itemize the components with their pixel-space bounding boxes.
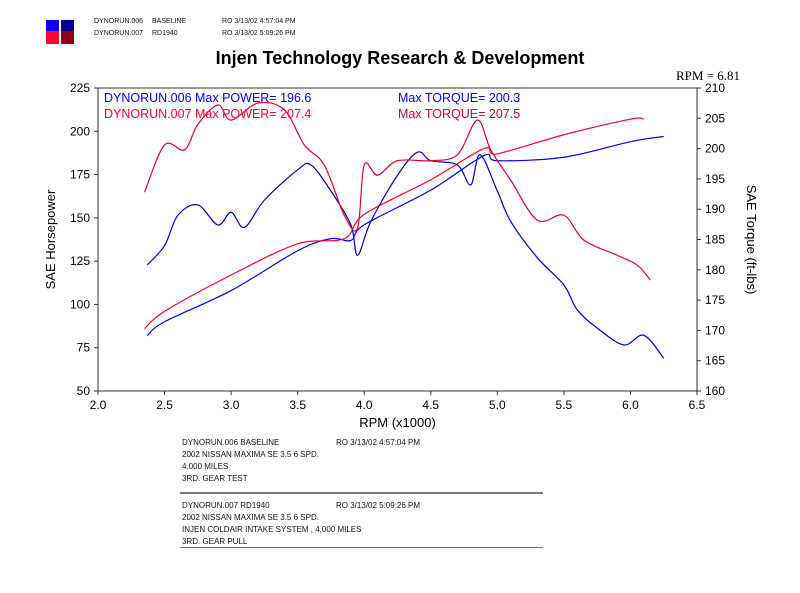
legend-swatch-darkblue	[61, 20, 74, 33]
footer-divider	[180, 492, 543, 494]
y2-tick-label: 210	[705, 81, 725, 95]
y2-tick-label: 205	[705, 111, 725, 125]
header-run1-stamp: RO 3/13/02 4:57:04 PM	[222, 18, 296, 25]
footer-run2: DYNORUN.007 RD1940 2002 NISSAN MAXIMA SE…	[182, 500, 361, 548]
legend-entry: Max TORQUE= 207.5	[398, 107, 520, 121]
footer-run2-stamp: RO 3/13/02 5:09:26 PM	[336, 501, 421, 510]
y-axis-label: SAE Horsepower	[43, 189, 58, 289]
header-run2-stamp: RO 3/13/02 5:09:26 PM	[222, 30, 296, 37]
legend-swatch-darkred	[61, 31, 74, 44]
header-run2-name: DYNORUN.007	[94, 30, 144, 37]
x-tick-label: 3.0	[223, 398, 240, 412]
y2-tick-label: 190	[705, 202, 725, 216]
y2-tick-label: 170	[705, 323, 725, 337]
header-run2-desc: RD1940	[152, 30, 178, 37]
y2-tick-label: 165	[705, 354, 725, 368]
footer-run1-stamp: RO 3/13/02 4:57:04 PM	[336, 438, 421, 447]
footer-run1-line: 4,000 MILES	[182, 462, 229, 471]
x-tick-label: 3.5	[289, 398, 306, 412]
y-tick-label: 225	[70, 81, 90, 95]
x-tick-label: 6.5	[689, 398, 706, 412]
y-tick-label: 200	[70, 124, 90, 138]
legend-entry: DYNORUN.007 Max POWER= 207.4	[104, 107, 311, 121]
x-tick-label: 2.0	[90, 398, 107, 412]
footer-run1-line: DYNORUN.006 BASELINE	[182, 438, 280, 447]
rpm-readout: RPM = 6.81	[676, 68, 741, 83]
x-axis-label: RPM (x1000)	[359, 415, 436, 430]
footer-run2-line: INJEN COLDAIR INTAKE SYSTEM , 4,000 MILE…	[182, 525, 362, 534]
legend-swatch-red	[46, 31, 59, 44]
footer-run2-line: DYNORUN.007 RD1940	[182, 501, 270, 510]
legend-entry: DYNORUN.006 Max POWER= 196.6	[104, 91, 311, 105]
y2-tick-label: 175	[705, 293, 725, 307]
footer-run1-line: 3RD. GEAR TEST	[182, 474, 248, 483]
header-run1-name: DYNORUN.006	[94, 18, 144, 25]
y2-tick-label: 200	[705, 142, 725, 156]
y-tick-label: 125	[70, 254, 90, 268]
plot-frame	[97, 87, 698, 392]
footer-run2-line: 2002 NISSAN MAXIMA SE 3.5 6 SPD.	[182, 513, 319, 522]
x-tick-label: 5.0	[489, 398, 506, 412]
x-tick-label: 5.5	[556, 398, 573, 412]
y-tick-label: 50	[77, 384, 91, 398]
x-tick-label: 6.0	[622, 398, 639, 412]
y2-axis-label: SAE Torque (ft-lbs)	[744, 185, 759, 295]
y2-tick-label: 160	[705, 384, 725, 398]
series-line-dynorun-007-power	[144, 117, 644, 330]
x-tick-label: 4.0	[356, 398, 373, 412]
footer-divider	[180, 547, 543, 548]
chart-title: Injen Technology Research & Development	[215, 48, 585, 68]
x-tick-label: 4.5	[422, 398, 439, 412]
y-tick-label: 150	[70, 211, 90, 225]
footer-run2-line: 3RD. GEAR PULL	[182, 537, 248, 546]
y-tick-label: 75	[77, 341, 91, 355]
footer-run1-line: 2002 NISSAN MAXIMA SE 3.5 6 SPD.	[182, 450, 319, 459]
series-line-dynorun-007-torque	[144, 101, 651, 281]
y2-tick-label: 185	[705, 233, 725, 247]
header-run1-desc: BASELINE	[152, 18, 187, 25]
y-tick-label: 175	[70, 168, 90, 182]
y2-tick-label: 195	[705, 172, 725, 186]
legend-swatch-blue	[46, 20, 59, 33]
y2-tick-label: 180	[705, 263, 725, 277]
y-tick-label: 100	[70, 297, 90, 311]
series-line-dynorun-006-power	[146, 135, 664, 337]
series-line-dynorun-006-torque	[146, 151, 665, 359]
x-tick-label: 2.5	[156, 398, 173, 412]
legend-entry: Max TORQUE= 200.3	[398, 91, 520, 105]
footer-run1: DYNORUN.006 BASELINE 2002 NISSAN MAXIMA …	[182, 437, 319, 485]
